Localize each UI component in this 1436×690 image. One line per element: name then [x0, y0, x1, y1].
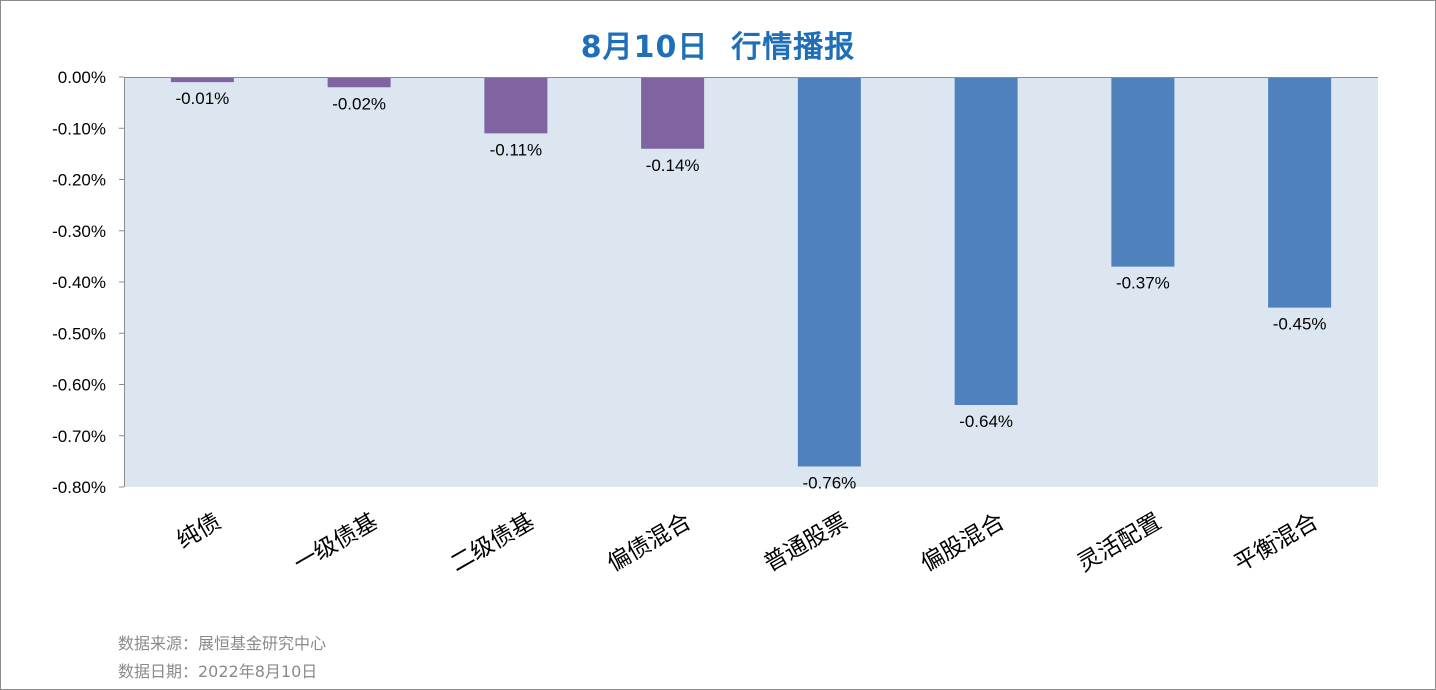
category-label: 普通股票: [760, 509, 853, 578]
chart-title: 8月10日 行情播报: [580, 30, 856, 65]
bar-8: [1268, 77, 1332, 308]
data-label: -0.76%: [802, 474, 856, 493]
category-label: 偏股混合: [916, 509, 1009, 578]
y-tick-label: -0.30%: [52, 222, 106, 241]
category-label: 纯债: [173, 509, 226, 555]
bar-6: [954, 77, 1018, 405]
y-tick-label: -0.20%: [52, 171, 106, 190]
category-label: 灵活配置: [1073, 509, 1166, 578]
bar-5: [797, 77, 861, 467]
data-label: -0.01%: [175, 89, 229, 108]
y-tick-label: -0.10%: [52, 119, 106, 138]
category-label: 平衡混合: [1230, 509, 1323, 578]
y-tick-label: -0.60%: [52, 376, 106, 395]
y-tick-label: -0.50%: [52, 324, 106, 343]
bar-3: [484, 77, 548, 134]
data-label: -0.37%: [1116, 274, 1170, 293]
y-tick-label: -0.70%: [52, 427, 106, 446]
y-tick-label: -0.80%: [52, 478, 106, 497]
bar-1: [170, 77, 234, 83]
data-label: -0.11%: [490, 140, 543, 159]
footer-date: 数据日期：2022年8月10日: [118, 662, 318, 681]
bar-2: [327, 77, 391, 88]
category-label: 偏债混合: [603, 509, 696, 578]
data-label: -0.02%: [332, 94, 386, 113]
category-label: 一级债基: [289, 509, 382, 578]
bar-7: [1111, 77, 1175, 267]
plot-area: [124, 77, 1378, 487]
data-label: -0.64%: [959, 412, 1013, 431]
bar-4: [641, 77, 705, 149]
footer-source: 数据来源：展恒基金研究中心: [118, 634, 327, 653]
data-label: -0.45%: [1273, 315, 1327, 334]
y-tick-label: -0.40%: [52, 273, 106, 292]
category-label: 二级债基: [446, 509, 539, 578]
data-label: -0.14%: [646, 156, 700, 175]
y-tick-label: 0.00%: [58, 68, 106, 87]
